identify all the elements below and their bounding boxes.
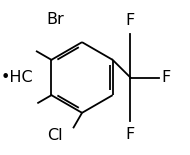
Text: F: F xyxy=(161,70,170,85)
Text: F: F xyxy=(126,13,135,28)
Text: •HC: •HC xyxy=(1,70,34,85)
Text: Cl: Cl xyxy=(47,128,62,143)
Text: F: F xyxy=(126,127,135,142)
Text: Br: Br xyxy=(47,12,64,27)
